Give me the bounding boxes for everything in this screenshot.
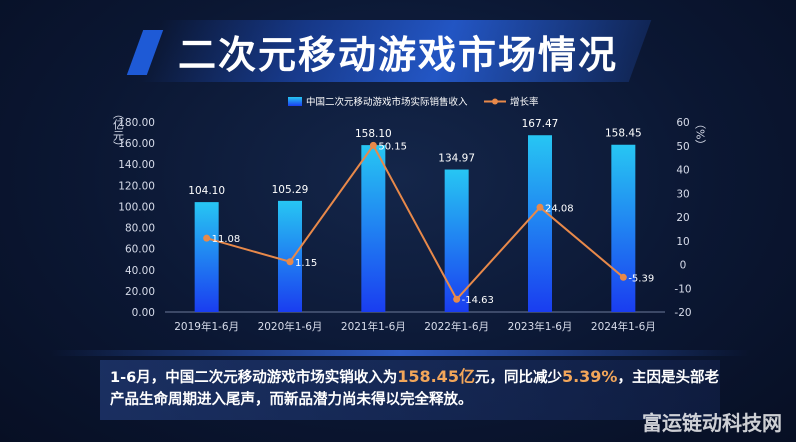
y-left-tick-label: 140.00 [118,159,155,171]
bar [611,144,636,312]
x-tick-label: 2024年1-6月 [591,320,656,333]
bar-data-label: 105.29 [272,184,309,196]
growth-rate-point [536,203,544,211]
y-left-axis-label: （亿元） [112,108,125,152]
y-left-tick-label: 180.00 [118,117,155,129]
growth-rate-label: 50.15 [378,141,407,152]
summary-note: 1-6月，中国二次元移动游戏市场实销收入为158.45亿元，同比减少5.39%，… [110,366,720,411]
growth-rate-line [206,143,624,301]
y-right-tick-label: -10 [674,283,691,295]
y-left-tick-label: 0.00 [132,307,155,319]
legend-bar-swatch [288,97,302,106]
bar [278,200,302,312]
x-tick-label: 2023年1-6月 [508,320,573,333]
bar [361,145,386,312]
bar-data-label: 158.10 [355,128,392,140]
bar [528,135,552,312]
bar-data-label: 104.10 [188,185,225,197]
x-tick-label: 2021年1-6月 [341,320,406,333]
legend-bar-label: 中国二次元移动游戏市场实际销售收入 [306,96,468,108]
y-right-tick-label: 60 [676,117,689,129]
legend-line-marker [492,98,498,105]
x-tick-label: 2022年1-6月 [424,320,489,333]
note-box [100,360,720,420]
growth-rate-label: -14.63 [462,295,494,306]
legend-line-label: 增长率 [510,96,539,108]
bar [194,202,219,312]
bar [444,169,469,312]
growth-rate-point [286,258,294,266]
y-left-tick-label: 40.00 [125,265,155,277]
y-right-tick-label: 40 [676,165,689,177]
note-highlight-revenue: 158.45亿 [397,367,475,386]
growth-rate-point [203,234,211,242]
note-highlight-rate: 5.39% [561,367,618,386]
y-right-tick-label: -20 [674,307,691,319]
y-left-tick-label: 100.00 [118,201,155,213]
watermark: 富运链动科技网 [642,411,782,435]
growth-rate-point [619,273,627,281]
bar-data-label: 134.97 [438,153,475,165]
y-left-tick-label: 120.00 [118,180,155,192]
page-title: 二次元移动游戏市场情况 [177,33,618,77]
growth-rate-label: -5.39 [628,273,654,284]
y-left-tick-label: 60.00 [125,244,155,256]
bar-data-label: 158.45 [605,128,642,140]
y-right-tick-label: 10 [676,236,689,248]
note-part1: 1-6月，中国二次元移动游戏市场实销收入为 [110,370,398,386]
y-left-tick-label: 160.00 [118,138,155,150]
chart: 0.00 20.00 40.00 60.00 80.00 100.00 120.00 140.… [112,96,707,333]
note-part2: 元，同比减少 [474,370,562,386]
x-tick-label: 2020年1-6月 [258,320,323,333]
growth-rate-label: 1.15 [295,258,317,269]
growth-rate-label: 24.08 [545,203,574,214]
growth-rate-point [453,295,461,303]
growth-rate-label: 11.08 [212,234,241,245]
bar-data-label: 167.47 [522,118,559,130]
y-right-axis-label: （%） [694,118,707,150]
y-left-tick-label: 20.00 [125,286,155,298]
y-right-tick-label: 20 [676,212,689,224]
y-left-tick-label: 80.00 [125,223,155,235]
footer-band [50,350,750,356]
y-right-tick-label: 50 [676,141,689,153]
y-right-tick-label: 0 [680,260,687,272]
note-part3: ，主因是头部老产品生命周期进入尾声，而新品潜力尚未得以完全释放。 [110,370,719,408]
growth-rate-point [369,141,377,149]
x-tick-label: 2019年1-6月 [174,320,239,333]
y-right-tick-label: 30 [676,188,689,200]
